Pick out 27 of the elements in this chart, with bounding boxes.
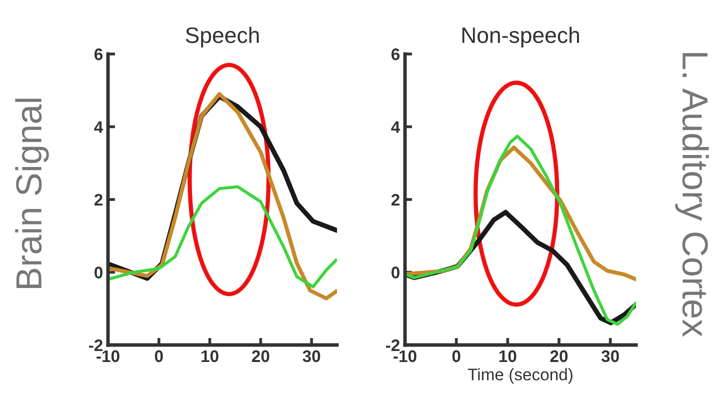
- y-tick-label: 6: [94, 48, 103, 60]
- x-tick-label: 10: [202, 350, 218, 362]
- x-tick-label: -10: [96, 350, 120, 362]
- x-tick-label: 20: [550, 350, 568, 362]
- y-tick-label: 2: [94, 194, 102, 206]
- x-tick-label: 0: [154, 350, 163, 362]
- line-series: [110, 185, 337, 288]
- x-tick-label: 20: [252, 350, 270, 362]
- x-axis-title: Time (second): [468, 368, 572, 384]
- x-tick-label: -10: [394, 350, 416, 362]
- y-tick-label: 0: [392, 266, 400, 278]
- y-tick-label: 4: [391, 121, 400, 133]
- chart-title: Speech: [186, 26, 259, 48]
- y-axis-title: Brain Signal: [15, 98, 49, 288]
- x-tick-label: 30: [302, 350, 320, 362]
- y-tick-label: -2: [386, 339, 400, 352]
- x-tick-label: 30: [601, 350, 619, 362]
- line-series: [405, 134, 636, 326]
- x-tick-label: 0: [452, 350, 460, 362]
- chart-title: Non-speech: [462, 26, 579, 48]
- y-tick-label: 6: [391, 48, 400, 60]
- y-tick-label: 0: [94, 266, 102, 278]
- x-tick-label: 10: [499, 350, 516, 362]
- y-tick-label: 2: [391, 194, 400, 206]
- y-tick-label: 4: [94, 121, 104, 133]
- y-tick-label: -2: [88, 339, 102, 352]
- text: L. Auditory Cortex: [675, 53, 709, 337]
